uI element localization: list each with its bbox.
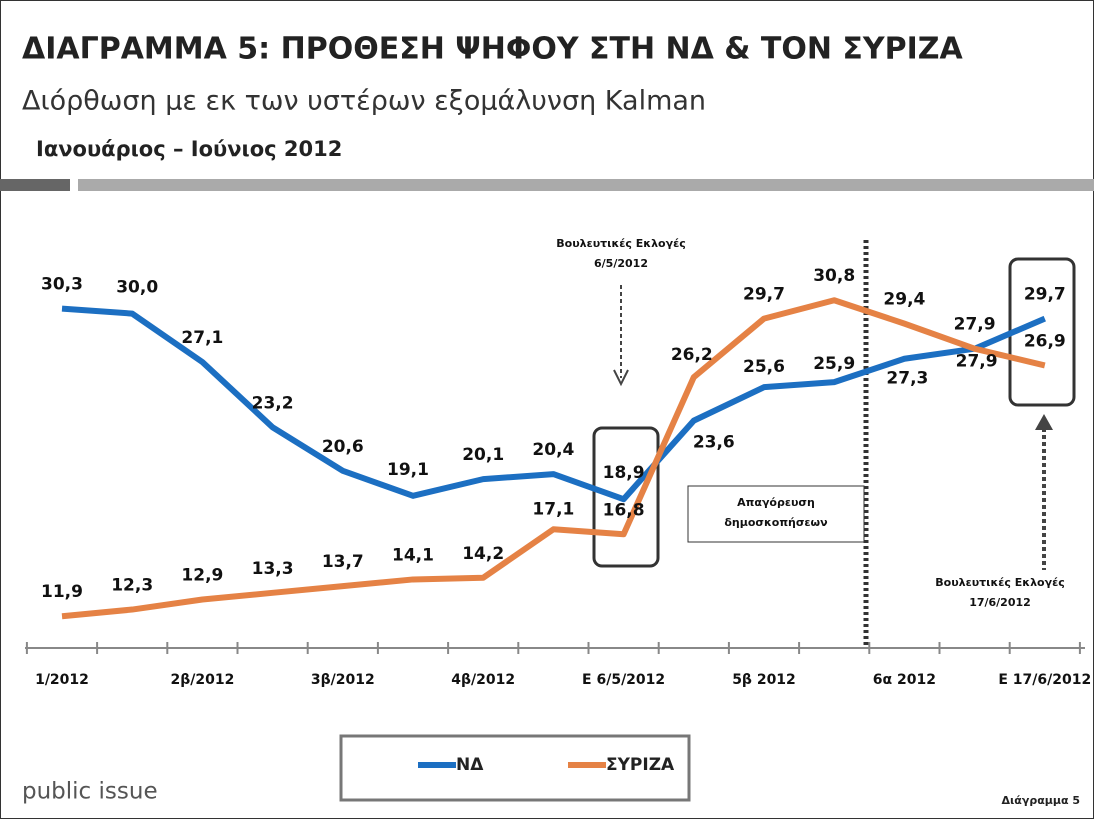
legend-box [339, 734, 691, 802]
x-tick-label: 1/2012 [35, 672, 89, 688]
legend-label: ΣΥΡΙΖΑ [606, 755, 675, 775]
data-label: 27,9 [954, 315, 996, 335]
ban-box [687, 485, 865, 543]
data-label: 13,3 [252, 559, 294, 579]
box-election1 [592, 426, 660, 568]
data-label: 12,3 [111, 576, 153, 596]
legend-label: ΝΔ [456, 755, 484, 775]
series-line [61, 297, 1046, 620]
period: Ιανουάριος – Ιούνιος 2012 [36, 137, 342, 161]
data-label: 25,6 [743, 357, 785, 377]
x-tick-label: 6α 2012 [873, 672, 936, 688]
annotation: Βουλευτικές Εκλογές [556, 237, 685, 250]
data-label: 25,9 [813, 354, 855, 374]
x-tick-label: 2β/2012 [170, 672, 234, 688]
arrow1-head [613, 369, 629, 387]
data-label: 30,0 [116, 278, 158, 298]
data-label: 20,4 [532, 440, 574, 460]
data-label: 27,9 [956, 352, 998, 372]
data-label: 14,2 [462, 544, 504, 564]
brand: public issue [22, 779, 158, 805]
data-label: 30,3 [41, 275, 83, 295]
bar-dark [0, 179, 70, 191]
data-label: 29,7 [1024, 285, 1066, 305]
annotation: 17/6/2012 [969, 596, 1031, 609]
x-tick-label: Ε 17/6/2012 [998, 672, 1091, 688]
data-label: 20,6 [322, 437, 364, 457]
annotation: 6/5/2012 [594, 257, 648, 270]
data-label: 23,2 [252, 393, 294, 413]
x-tick-label: 4β/2012 [451, 672, 515, 688]
x-tick-label: Ε 6/5/2012 [582, 672, 665, 688]
subtitle: Διόρθωση με εκ των υστέρων εξομάλυνση Ka… [22, 86, 706, 117]
arrow2-head [1035, 414, 1053, 430]
data-label: 16,8 [603, 500, 645, 520]
annotation: Βουλευτικές Εκλογές [935, 576, 1064, 589]
x-tick-label: 3β/2012 [311, 672, 375, 688]
data-label: 26,2 [671, 345, 713, 365]
annotation: Απαγόρευση [737, 496, 815, 509]
data-label: 14,1 [392, 545, 434, 565]
title: ΔΙΑΓΡΑΜΜΑ 5: ΠΡΟΘΕΣΗ ΨΗΦΟΥ ΣΤΗ ΝΔ & ΤΟΝ … [22, 32, 964, 67]
data-label: 19,1 [387, 460, 429, 480]
slide-label: Διάγραμμα 5 [1001, 794, 1080, 807]
data-label: 27,3 [886, 369, 928, 389]
data-label: 30,8 [813, 266, 855, 286]
series-line [61, 305, 1046, 503]
data-label: 12,9 [181, 566, 223, 586]
x-tick-label: 5β 2012 [732, 672, 796, 688]
data-label: 13,7 [322, 552, 364, 572]
annotation: δημοσκοπήσεων [724, 516, 827, 529]
data-label: 11,9 [41, 582, 83, 602]
data-label: 27,1 [181, 328, 223, 348]
data-label: 23,6 [693, 433, 735, 453]
data-label: 29,4 [883, 290, 925, 310]
data-label: 20,1 [462, 445, 504, 465]
data-label: 17,1 [532, 499, 574, 519]
data-label: 26,9 [1024, 331, 1066, 351]
bar-light [78, 179, 1094, 191]
data-label: 29,7 [743, 285, 785, 305]
data-label: 18,9 [603, 463, 645, 483]
